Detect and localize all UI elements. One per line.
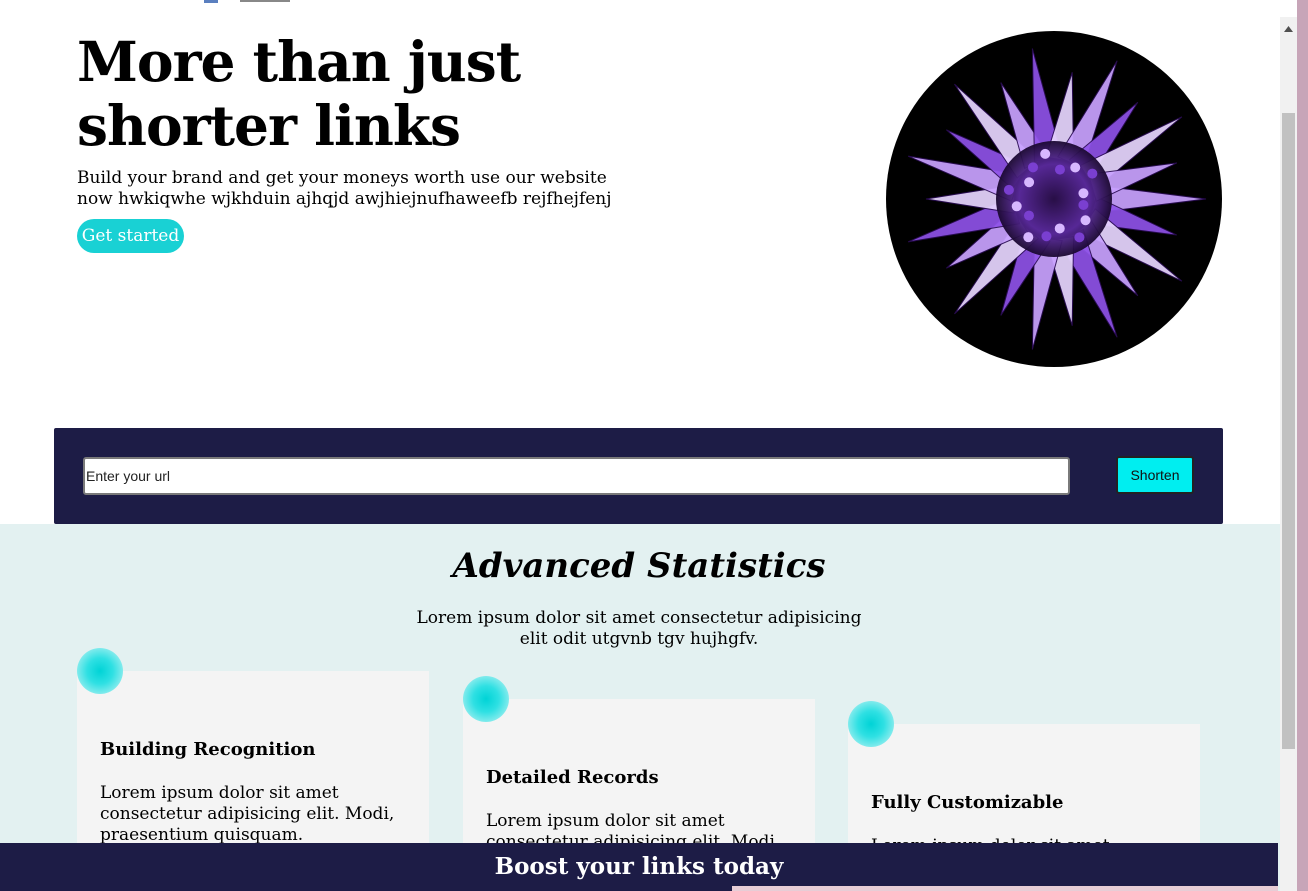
hero-subtitle: Build your brand and get your moneys wor… xyxy=(77,168,612,209)
stats-description: Lorem ipsum dolor sit amet consectetur a… xyxy=(416,608,862,649)
scroll-up-arrow-icon[interactable] xyxy=(1280,17,1297,41)
top-cutoff-content xyxy=(200,0,320,3)
stats-title: Advanced Statistics xyxy=(452,546,826,586)
hero-title: More than just shorter links xyxy=(77,29,521,158)
card-icon xyxy=(848,701,894,747)
card-title: Detailed Records xyxy=(486,767,659,788)
get-started-button[interactable]: Get started xyxy=(77,219,184,253)
shorten-button[interactable]: Shorten xyxy=(1116,456,1194,494)
url-input[interactable] xyxy=(83,457,1070,495)
card-icon xyxy=(77,648,123,694)
card-title: Building Recognition xyxy=(100,739,316,760)
shortener-bar: Shorten xyxy=(54,428,1223,524)
vertical-scrollbar[interactable] xyxy=(1280,17,1297,891)
hero-illustration xyxy=(886,31,1222,367)
scrollbar-thumb[interactable] xyxy=(1282,113,1295,749)
background-edge xyxy=(732,886,1278,891)
card-icon xyxy=(463,676,509,722)
page: More than just shorter links Build your … xyxy=(0,0,1280,891)
boost-banner: Boost your links today xyxy=(0,843,1278,891)
scrollbar-top-cap xyxy=(1280,0,1297,17)
card-title: Fully Customizable xyxy=(871,792,1064,813)
background-window-edge xyxy=(1297,0,1308,891)
